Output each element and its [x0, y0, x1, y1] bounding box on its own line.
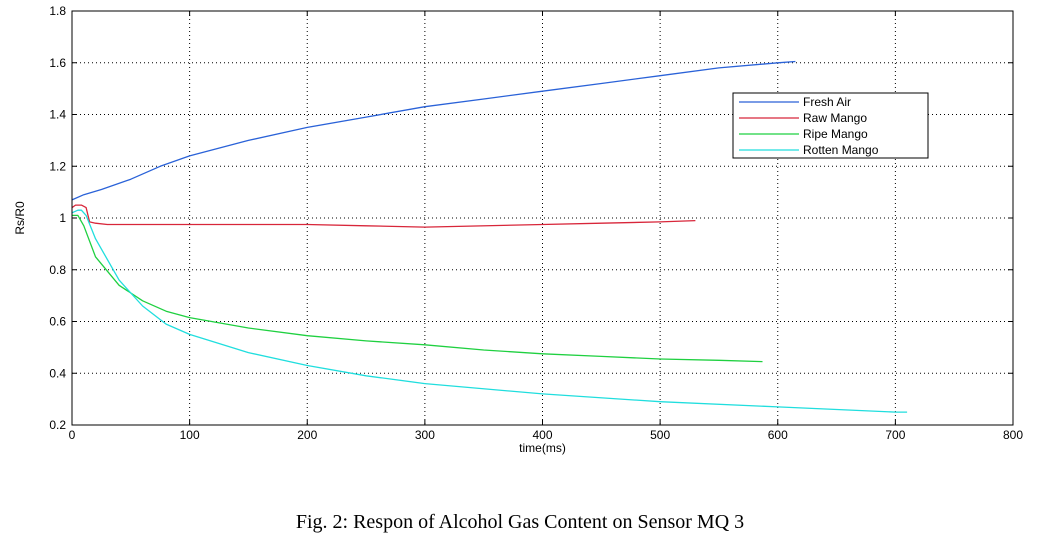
y-tick-label: 0.2 — [49, 418, 66, 432]
series-line-rotten-mango — [71, 209, 908, 413]
series-lines — [71, 60, 908, 413]
x-tick-label: 300 — [415, 428, 435, 442]
legend-label: Raw Mango — [803, 111, 867, 125]
figure-caption: Fig. 2: Respon of Alcohol Gas Content on… — [295, 511, 745, 533]
axis-ticks: 0 100 200 300 400 500 600 700 800 0.2 0.4 0.6 0.8 1 1.… — [49, 4, 1023, 442]
x-tick-label: 0 — [69, 428, 76, 442]
line-chart: 0 100 200 300 400 500 600 700 800 0.2 0.4 0.6 0.8 1 1.… — [13, 4, 1023, 455]
y-tick-label: 1.2 — [49, 159, 66, 173]
series-line-raw-mango — [71, 204, 696, 228]
x-tick-label: 700 — [885, 428, 905, 442]
legend-label: Ripe Mango — [803, 127, 868, 141]
legend-label: Fresh Air — [803, 95, 851, 109]
y-tick-label: 1 — [59, 211, 66, 225]
x-tick-label: 600 — [768, 428, 788, 442]
legend: Fresh Air Raw Mango Ripe Mango Rotten Mango — [732, 92, 929, 159]
series-line-fresh-air — [71, 60, 796, 201]
x-tick-label: 200 — [297, 428, 317, 442]
x-axis-label: time(ms) — [519, 441, 566, 455]
y-tick-label: 0.4 — [49, 366, 66, 380]
legend-label: Rotten Mango — [803, 143, 879, 157]
y-tick-label: 0.8 — [49, 263, 66, 277]
y-tick-label: 1.4 — [49, 108, 66, 122]
legend-box — [732, 92, 929, 159]
y-axis-label: Rs/R0 — [13, 201, 27, 235]
y-tick-label: 1.6 — [49, 56, 66, 70]
plot-area-frame — [71, 10, 1014, 426]
series-line-ripe-mango — [72, 214, 763, 363]
x-tick-label: 800 — [1003, 428, 1023, 442]
y-tick-label: 0.6 — [49, 315, 66, 329]
grid — [72, 11, 1013, 425]
x-tick-label: 400 — [532, 428, 552, 442]
y-tick-label: 1.8 — [49, 4, 66, 18]
x-tick-label: 100 — [180, 428, 200, 442]
x-tick-label: 500 — [650, 428, 670, 442]
